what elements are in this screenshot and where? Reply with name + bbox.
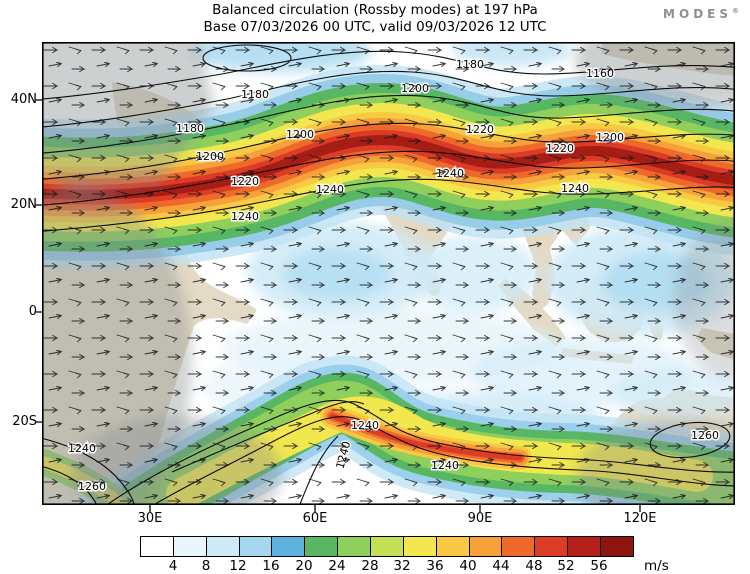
y-axis-label-20s: 20S — [12, 414, 37, 429]
colorbar-tick: 40 — [459, 558, 477, 574]
y-axis-ticks — [35, 99, 42, 423]
colorbar-cell — [534, 537, 568, 556]
colorbar-tick: 44 — [492, 558, 510, 574]
colorbar-tick: 52 — [557, 558, 575, 574]
brand-registered-mark: ® — [732, 7, 740, 15]
colorbar-cell — [370, 537, 403, 556]
x-axis-label-90e: 90E — [467, 511, 493, 526]
colorbar-cell — [567, 537, 601, 556]
chart-subtitle: Base 07/03/2026 00 UTC, valid 09/03/2026… — [203, 19, 547, 35]
wind-vector-arrows — [42, 42, 735, 505]
colorbar-tick: 16 — [262, 558, 280, 574]
colorbar-cell — [141, 537, 173, 556]
colorbar-tick: 4 — [168, 558, 178, 574]
colorbar-cell — [402, 537, 436, 556]
map-plot: 1180 1160 1180 1180 1200 1200 1200 1200 … — [35, 42, 736, 512]
x-axis-ticks — [149, 505, 641, 512]
x-axis-label-120e: 120E — [623, 511, 657, 526]
colorbar-tick: 20 — [295, 558, 313, 574]
colorbar — [140, 536, 634, 557]
colorbar-cell — [337, 537, 371, 556]
colorbar-tick: 8 — [201, 558, 211, 574]
colorbar-cell — [435, 537, 469, 556]
modes-logo: MODES® — [663, 7, 740, 21]
colorbar-tick: 56 — [590, 558, 608, 574]
colorbar-tick: 36 — [426, 558, 444, 574]
colorbar-cell — [172, 537, 206, 556]
colorbar-unit-label: m/s — [644, 558, 669, 574]
chart-title: Balanced circulation (Rossby modes) at 1… — [212, 2, 538, 18]
colorbar-cell — [501, 537, 535, 556]
colorbar-cell — [271, 537, 305, 556]
x-axis-label-30e: 30E — [137, 511, 163, 526]
colorbar-cell — [304, 537, 338, 556]
colorbar-tick: 48 — [525, 558, 543, 574]
colorbar-cell — [600, 537, 633, 556]
colorbar-tick: 32 — [393, 558, 411, 574]
colorbar-tick: 12 — [229, 558, 247, 574]
x-axis-label-60e: 60E — [302, 511, 328, 526]
colorbar-tick: 28 — [361, 558, 379, 574]
y-axis-label-0: 0 — [28, 304, 37, 319]
colorbar-tick: 24 — [328, 558, 346, 574]
y-axis-label-40n: 40N — [10, 92, 37, 107]
colorbar-cell — [238, 537, 272, 556]
map-frame — [35, 42, 736, 512]
brand-name: MODES — [663, 7, 732, 21]
y-axis-label-20n: 20N — [10, 197, 37, 212]
colorbar-cell — [468, 537, 502, 556]
colorbar-cell — [205, 537, 239, 556]
